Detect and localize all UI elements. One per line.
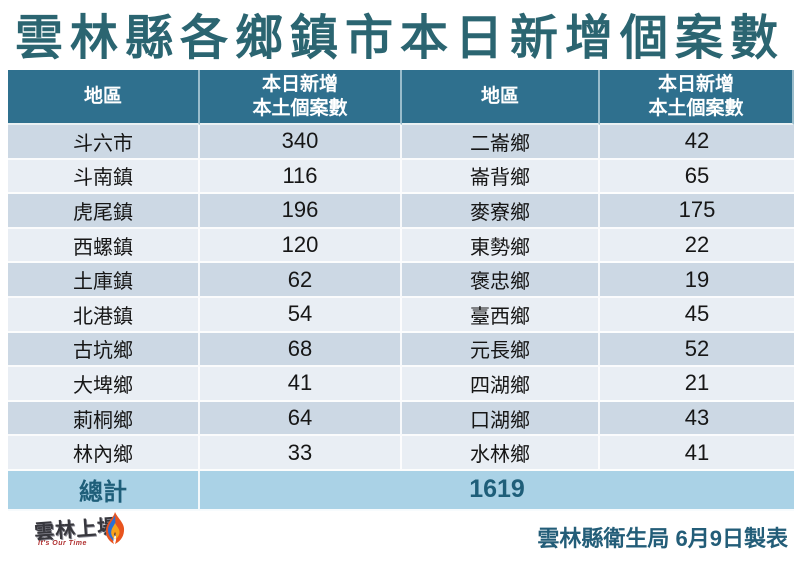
table-header-row: 地區 本日新增 本土個案數 地區 本日新增 本土個案數 — [8, 70, 794, 125]
table-row: 土庫鎮 62 褒忠鄉 19 — [8, 263, 794, 298]
table-row: 西螺鎮 120 東勢鄉 22 — [8, 228, 794, 264]
area-cell: 麥寮鄉 — [402, 194, 600, 229]
count-cell: 41 — [200, 367, 402, 402]
table-row: 大埤鄉 41 四湖鄉 21 — [8, 367, 794, 402]
table-row: 莿桐鄉 64 口湖鄉 43 — [8, 401, 794, 437]
area-cell: 二崙鄉 — [402, 125, 600, 160]
count-cell: 196 — [200, 194, 402, 229]
area-cell: 東勢鄉 — [402, 228, 600, 264]
header-area-right: 地區 — [402, 70, 600, 125]
area-cell: 元長鄉 — [402, 332, 600, 368]
header-count-right-line2: 本土個案數 — [648, 97, 744, 119]
area-cell: 崙背鄉 — [402, 159, 600, 195]
table-total-row: 總計 1619 — [8, 470, 794, 511]
count-cell: 54 — [200, 297, 402, 333]
flame-icon — [105, 512, 125, 544]
area-cell: 西螺鎮 — [8, 228, 200, 264]
count-cell: 120 — [200, 228, 402, 264]
table-row: 林內鄉 33 水林鄉 41 — [8, 436, 794, 471]
count-cell: 22 — [600, 228, 794, 264]
header-count-left: 本日新增 本土個案數 — [200, 70, 402, 125]
table-row: 斗南鎮 116 崙背鄉 65 — [8, 159, 794, 195]
table-row: 古坑鄉 68 元長鄉 52 — [8, 332, 794, 368]
total-value: 1619 — [200, 470, 794, 511]
header-count-right-line1: 本日新增 — [657, 73, 734, 95]
count-cell: 19 — [600, 263, 794, 298]
table-row: 虎尾鎮 196 麥寮鄉 175 — [8, 194, 794, 229]
count-cell: 116 — [200, 159, 402, 195]
area-cell: 斗六市 — [8, 125, 200, 160]
header-count-left-line2: 本土個案數 — [252, 97, 348, 119]
new-cases-table: 地區 本日新增 本土個案數 地區 本日新增 本土個案數 斗六市 340 二崙鄉 … — [8, 70, 794, 511]
count-cell: 45 — [600, 297, 794, 333]
area-cell: 古坑鄉 — [8, 332, 200, 368]
area-cell: 口湖鄉 — [402, 401, 600, 437]
count-cell: 175 — [600, 194, 794, 229]
area-cell: 北港鎮 — [8, 297, 200, 333]
header-count-right: 本日新增 本土個案數 — [600, 70, 794, 125]
yunlin-logo: 雲林上場 It's Our Time — [8, 511, 128, 561]
area-cell: 虎尾鎮 — [8, 194, 200, 229]
count-cell: 64 — [200, 401, 402, 437]
header-count-left-line1: 本日新增 — [261, 73, 338, 95]
area-cell: 斗南鎮 — [8, 159, 200, 195]
table-row: 北港鎮 54 臺西鄉 45 — [8, 297, 794, 333]
count-cell: 43 — [600, 401, 794, 437]
count-cell: 62 — [200, 263, 402, 298]
area-cell: 褒忠鄉 — [402, 263, 600, 298]
header-area-left: 地區 — [8, 70, 200, 125]
area-cell: 莿桐鄉 — [8, 401, 200, 437]
count-cell: 42 — [600, 125, 794, 160]
area-cell: 土庫鎮 — [8, 263, 200, 298]
logo-tagline: It's Our Time — [38, 540, 87, 547]
area-cell: 大埤鄉 — [8, 367, 200, 402]
count-cell: 21 — [600, 367, 794, 402]
total-label: 總計 — [8, 470, 200, 511]
table-row: 斗六市 340 二崙鄉 42 — [8, 125, 794, 160]
count-cell: 52 — [600, 332, 794, 368]
count-cell: 340 — [200, 125, 402, 160]
area-cell: 水林鄉 — [402, 436, 600, 471]
page-title: 雲林縣各鄉鎮市本日新增個案數 — [14, 12, 785, 65]
area-cell: 四湖鄉 — [402, 367, 600, 402]
area-cell: 臺西鄉 — [402, 297, 600, 333]
count-cell: 68 — [200, 332, 402, 368]
footer-credit: 雲林縣衛生局 6月9日製表 — [537, 526, 788, 551]
count-cell: 65 — [600, 159, 794, 195]
area-cell: 林內鄉 — [8, 436, 200, 471]
count-cell: 41 — [600, 436, 794, 471]
count-cell: 33 — [200, 436, 402, 471]
